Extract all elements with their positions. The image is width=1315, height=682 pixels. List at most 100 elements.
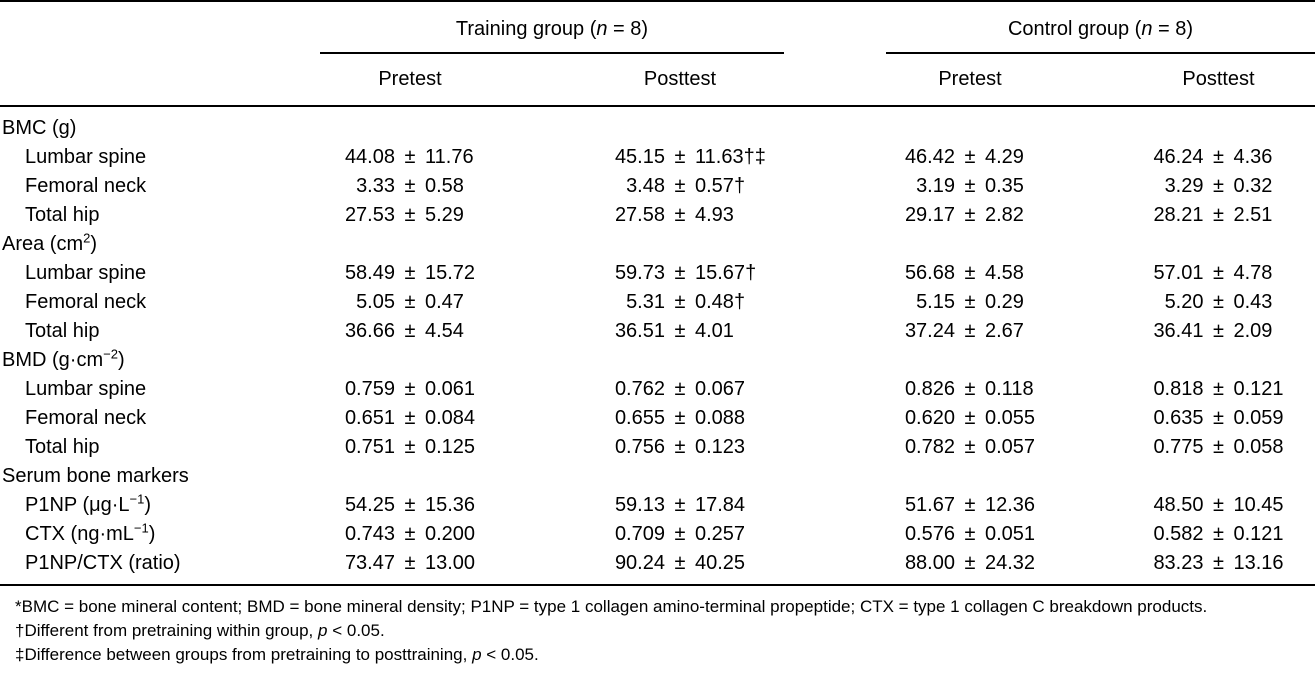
control-group-rule <box>886 52 1315 54</box>
sd-value: 0.123 <box>695 436 746 458</box>
value-cell: 73.47 ±13.00 <box>320 552 500 575</box>
sd-value: 12.36 <box>985 494 1036 516</box>
plus-minus-sign: ± <box>1213 204 1224 226</box>
mean-value: 0.762 <box>614 378 665 400</box>
plus-minus-sign: ± <box>404 146 416 168</box>
plus-minus-sign: ± <box>1213 378 1224 400</box>
results-table: Training group (n = 8) Control group (n … <box>0 0 1315 664</box>
sd-value: 10.45 <box>1233 494 1284 516</box>
plus-minus-sign: ± <box>964 175 976 197</box>
plus-minus-sign: ± <box>404 552 416 574</box>
control-group-header: Control group (n = 8) <box>886 2 1315 54</box>
sd-value: 4.01 <box>695 320 734 342</box>
significance-marker: †‡ <box>743 146 766 168</box>
section-row: Area (cm2) <box>0 230 1315 259</box>
sd-value: 5.29 <box>425 204 464 226</box>
top-rule <box>0 0 1315 2</box>
plus-minus-sign: ± <box>1213 407 1224 429</box>
table-body: BMC (g) Lumbar spine 44.08 ±11.76 45.15 ±11.6… <box>0 107 1315 584</box>
plus-minus-sign: ± <box>1213 175 1224 197</box>
sd-value: 4.93 <box>695 204 734 226</box>
mean-value: 0.576 <box>904 523 955 545</box>
value-cell: 0.818 ±0.121 <box>1080 378 1315 401</box>
plus-minus-sign: ± <box>964 552 976 574</box>
value-cell: 0.651 ±0.084 <box>320 407 500 430</box>
mean-value: 0.826 <box>904 378 955 400</box>
plus-minus-sign: ± <box>1213 291 1224 313</box>
value-cell: 3.29 ±0.32 <box>1080 175 1315 198</box>
sd-value: 0.057 <box>985 436 1036 458</box>
value-cell: 45.15 ±11.63†‡ <box>500 146 860 169</box>
group-header-row: Training group (n = 8) Control group (n … <box>0 2 1315 54</box>
mean-value: 57.01 <box>1153 262 1204 284</box>
mean-value: 0.651 <box>344 407 395 429</box>
value-cell: 90.24 ±40.25 <box>500 552 860 575</box>
sd-value: 17.84 <box>695 494 746 516</box>
mean-value: 83.23 <box>1153 552 1204 574</box>
plus-minus-sign: ± <box>964 204 976 226</box>
value-cell: 58.49 ±15.72 <box>320 262 500 285</box>
value-cell: 0.826 ±0.118 <box>860 378 1080 401</box>
plus-minus-sign: ± <box>674 494 686 516</box>
mean-value: 73.47 <box>344 552 395 574</box>
sd-value: 0.067 <box>695 378 746 400</box>
row-label: Lumbar spine <box>25 146 147 168</box>
mean-value: 3.19 <box>916 175 955 197</box>
plus-minus-sign: ± <box>964 494 976 516</box>
plus-minus-sign: ± <box>404 436 416 458</box>
plus-minus-sign: ± <box>1213 320 1224 342</box>
mean-value: 0.709 <box>614 523 665 545</box>
section-row: BMD (g·cm−2) <box>0 346 1315 375</box>
value-cell: 36.51 ±4.01 <box>500 320 860 343</box>
mean-value: 45.15 <box>614 146 665 168</box>
mean-value: 58.49 <box>344 262 395 284</box>
sd-value: 15.67† <box>695 262 757 284</box>
plus-minus-sign: ± <box>674 552 686 574</box>
value-cell: 29.17 ±2.82 <box>860 204 1080 227</box>
sd-value: 13.00 <box>425 552 476 574</box>
sd-value: 0.058 <box>1233 436 1284 458</box>
value-cell: 36.41 ±2.09 <box>1080 320 1315 343</box>
mean-value: 0.818 <box>1153 378 1204 400</box>
plus-minus-sign: ± <box>964 320 976 342</box>
value-cell: 0.655 ±0.088 <box>500 407 860 430</box>
value-cell: 37.24 ±2.67 <box>860 320 1080 343</box>
mean-value: 3.29 <box>1164 175 1204 197</box>
mean-value: 36.51 <box>614 320 665 342</box>
row-label: Lumbar spine <box>25 378 147 400</box>
row-label: Total hip <box>25 436 100 458</box>
sd-value: 2.51 <box>1233 204 1273 226</box>
sd-value: 0.32 <box>1233 175 1273 197</box>
mean-value: 0.751 <box>344 436 395 458</box>
value-cell: 59.13 ±17.84 <box>500 494 860 517</box>
data-row: Total hip 0.751 ±0.125 0.756 ±0.123 0.782 ±0.0… <box>0 433 1315 462</box>
plus-minus-sign: ± <box>404 204 416 226</box>
plus-minus-sign: ± <box>404 320 416 342</box>
value-cell: 3.48 ±0.57† <box>500 175 860 198</box>
plus-minus-sign: ± <box>404 291 416 313</box>
mean-value: 59.73 <box>614 262 665 284</box>
footnote: ‡Difference between groups from pretrain… <box>15 645 539 664</box>
value-cell: 0.709 ±0.257 <box>500 523 860 546</box>
mean-value: 5.05 <box>356 291 395 313</box>
data-row: Lumbar spine 58.49 ±15.72 59.73 ±15.67† 56.68… <box>0 259 1315 288</box>
significance-marker: † <box>733 291 746 313</box>
mean-value: 28.21 <box>1153 204 1204 226</box>
plus-minus-sign: ± <box>964 523 976 545</box>
section-row: Serum bone markers <box>0 462 1315 491</box>
header-body-rule <box>0 105 1315 107</box>
subcolumn-header-row: Pretest Posttest Pretest Posttest <box>0 54 1315 105</box>
mean-value: 0.655 <box>614 407 665 429</box>
row-label: P1NP/CTX (ratio) <box>25 552 181 574</box>
plus-minus-sign: ± <box>404 378 416 400</box>
sd-value: 0.47 <box>425 291 464 313</box>
sd-value: 0.121 <box>1233 523 1284 545</box>
mean-value: 0.759 <box>344 378 395 400</box>
data-row: Femoral neck 3.33 ±0.58 3.48 ±0.57† 3.19 ±0.35… <box>0 172 1315 201</box>
sd-value: 0.055 <box>985 407 1036 429</box>
value-cell: 48.50 ±10.45 <box>1080 494 1315 517</box>
plus-minus-sign: ± <box>404 407 416 429</box>
mean-value: 0.756 <box>614 436 665 458</box>
sd-value: 0.125 <box>425 436 476 458</box>
data-row: Lumbar spine 0.759 ±0.061 0.762 ±0.067 0.826 ±… <box>0 375 1315 404</box>
